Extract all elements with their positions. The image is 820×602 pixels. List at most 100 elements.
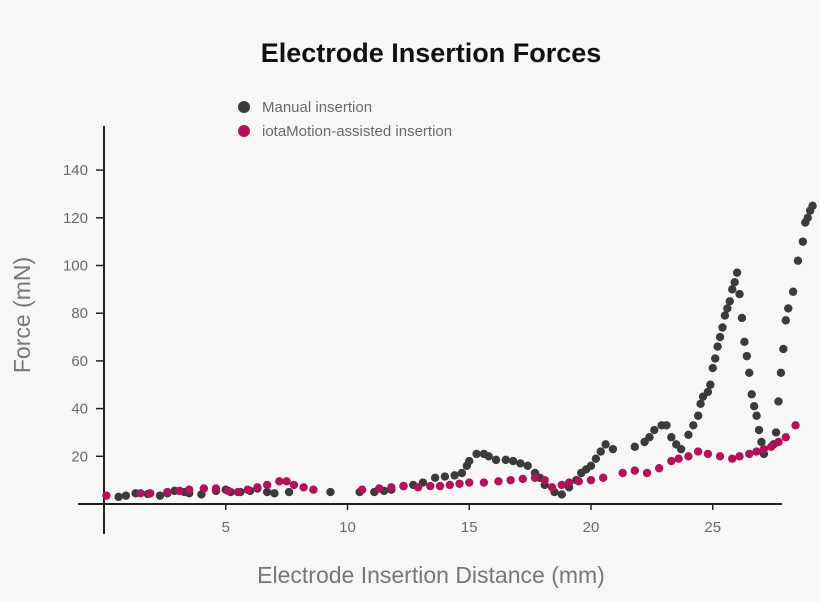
manual-point <box>326 487 335 497</box>
manual-point <box>645 433 654 442</box>
manual-point <box>745 368 754 378</box>
manual-point <box>270 489 279 498</box>
manual-point <box>430 473 440 482</box>
manual-point <box>491 455 501 465</box>
y-tick-label: 80 <box>71 305 88 322</box>
iotamotion-point <box>735 452 744 461</box>
manual-point <box>706 380 715 389</box>
x-tick-label: 10 <box>339 519 356 536</box>
iotamotion-point <box>275 477 284 486</box>
manual-point <box>779 344 788 354</box>
manual-point <box>472 449 481 459</box>
manual-point <box>630 442 640 451</box>
manual-point <box>601 440 610 449</box>
manual-point <box>693 411 703 420</box>
iotamotion-point <box>211 484 221 493</box>
iotamotion-point <box>399 481 408 491</box>
iotamotion-point <box>199 484 209 493</box>
manual-point <box>781 316 790 325</box>
iotamotion-point <box>598 473 608 482</box>
manual-point <box>284 487 294 497</box>
manual-point <box>776 368 786 378</box>
manual-point <box>114 492 123 502</box>
iotamotion-point <box>693 447 703 456</box>
manual-point <box>696 399 705 409</box>
manual-point <box>784 304 793 313</box>
iotamotion-point <box>233 487 243 497</box>
iotamotion-point <box>185 485 194 494</box>
iotamotion-point <box>674 454 683 463</box>
iotamotion-point <box>752 447 761 456</box>
iotamotion-point <box>413 483 423 492</box>
legend-marker-manual <box>238 101 250 113</box>
x-tick-label: 5 <box>222 519 230 536</box>
manual-point <box>608 444 618 454</box>
manual-point <box>715 332 725 342</box>
manual-point <box>749 402 759 411</box>
manual-point <box>728 285 737 294</box>
legend: Manual insertion iotaMotion-assisted ins… <box>238 99 452 140</box>
y-tick-label: 100 <box>63 258 88 275</box>
iotamotion-point <box>387 483 396 492</box>
manual-point <box>732 268 742 277</box>
iotamotion-point <box>262 480 272 490</box>
manual-point <box>689 421 698 430</box>
manual-point <box>788 287 798 296</box>
manual-point <box>667 433 676 442</box>
manual-point <box>742 351 752 361</box>
manual-point <box>703 387 713 397</box>
iotamotion-point <box>309 485 318 494</box>
iotamotion-point <box>684 452 693 461</box>
manual-point <box>793 256 803 265</box>
manual-point <box>723 304 732 313</box>
x-axis-title: Electrode Insertion Distance (mm) <box>257 562 605 588</box>
manual-point <box>754 425 764 435</box>
y-tick-label: 20 <box>71 448 88 465</box>
manual-point <box>440 472 450 481</box>
iotamotion-point <box>465 478 474 487</box>
iotamotion-point <box>781 433 790 442</box>
iotamotion-point <box>728 454 737 463</box>
manual-point <box>774 397 783 406</box>
y-tick-label: 120 <box>63 210 88 227</box>
x-tick-label: 20 <box>583 519 600 536</box>
data-points <box>102 201 817 502</box>
manual-point <box>798 237 808 246</box>
manual-point <box>662 421 671 430</box>
iotamotion-point <box>574 477 584 486</box>
iotamotion-point <box>435 481 445 491</box>
manual-point <box>596 447 605 456</box>
iotamotion-point <box>618 468 627 478</box>
iotamotion-point <box>745 449 754 459</box>
manual-point <box>740 337 749 347</box>
iotamotion-point <box>654 464 664 473</box>
manual-point <box>737 313 747 323</box>
iotamotion-point <box>175 486 184 496</box>
manual-point <box>591 454 601 463</box>
manual-point <box>747 390 756 399</box>
iotamotion-point <box>667 456 676 466</box>
iotamotion-point <box>299 483 308 492</box>
manual-point <box>650 425 659 435</box>
iotamotion-point <box>774 437 783 447</box>
manual-point <box>730 277 739 287</box>
iotamotion-point <box>530 473 540 482</box>
manual-point <box>708 363 717 373</box>
iotamotion-point <box>455 479 464 488</box>
manual-point <box>484 452 493 461</box>
manual-point <box>121 491 131 500</box>
iotamotion-point <box>506 475 515 485</box>
manual-point <box>710 354 720 363</box>
manual-point <box>757 437 766 447</box>
manual-point <box>771 428 781 437</box>
iotamotion-point <box>374 484 384 493</box>
iotamotion-point <box>253 483 262 492</box>
iotamotion-point <box>243 485 252 494</box>
iotamotion-point <box>630 466 640 475</box>
iotamotion-point <box>479 478 489 487</box>
iotamotion-point <box>766 442 776 451</box>
y-tick-label: 40 <box>71 401 88 418</box>
manual-point <box>457 468 467 478</box>
iotamotion-point <box>163 487 172 497</box>
iotamotion-point <box>564 478 574 487</box>
